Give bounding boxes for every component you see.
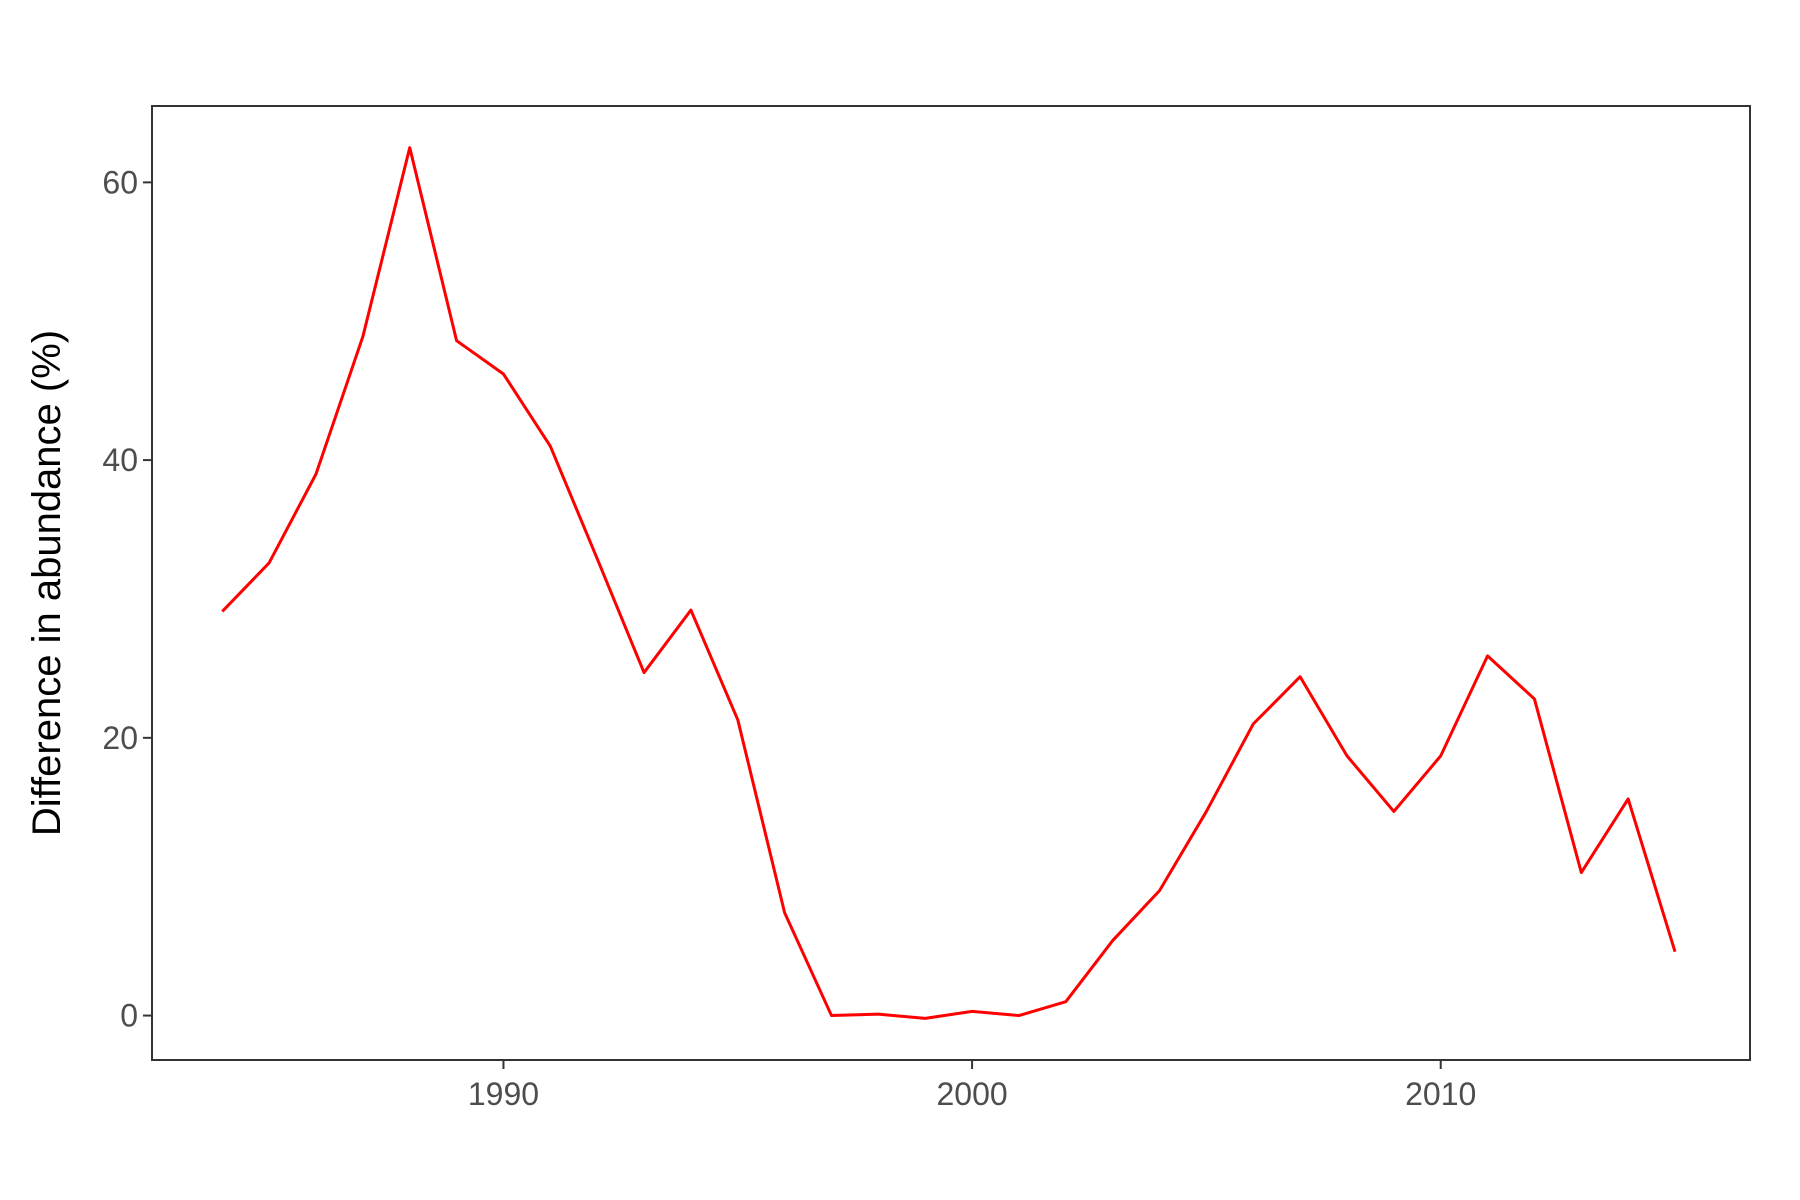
data-point (1579, 871, 1583, 875)
data-point (642, 671, 646, 675)
data-point (1251, 722, 1255, 726)
y-axis-title: Difference in abundance (%) (25, 330, 69, 836)
plot-panel-border (151, 105, 1751, 1061)
y-tick-label: 40 (102, 442, 138, 478)
data-point (1298, 675, 1302, 679)
data-point (1017, 1014, 1021, 1018)
data-point (1626, 797, 1630, 801)
x-tick-label: 1990 (468, 1076, 539, 1112)
data-point (361, 335, 365, 339)
data-point (923, 1016, 927, 1020)
data-point (1532, 697, 1536, 701)
data-point (1345, 754, 1349, 758)
data-point (1673, 950, 1677, 954)
data-point (548, 444, 552, 448)
axis-layer: 0 20 40 60 1990 2000 2010 (102, 164, 1476, 1112)
y-tick-label: 60 (102, 164, 138, 200)
data-point (783, 911, 787, 915)
data-point (1204, 809, 1208, 813)
data-point (314, 472, 318, 476)
data-point (1439, 754, 1443, 758)
data-point (1486, 654, 1490, 658)
data-point (267, 561, 271, 565)
data-point (501, 372, 505, 376)
data-point (595, 557, 599, 561)
data-point (830, 1014, 834, 1018)
y-tick-label: 0 (120, 998, 138, 1034)
data-point (455, 339, 459, 343)
data-point (1392, 809, 1396, 813)
x-tick-label: 2000 (936, 1076, 1007, 1112)
data-point (876, 1012, 880, 1016)
data-point (408, 146, 412, 150)
data-layer (220, 146, 1677, 1020)
data-point (1158, 889, 1162, 893)
data-point (1064, 1000, 1068, 1004)
data-point (1111, 939, 1115, 943)
data-point (689, 608, 693, 612)
data-point (220, 609, 224, 613)
data-point (736, 718, 740, 722)
y-tick-label: 20 (102, 720, 138, 756)
series-line (221, 146, 1677, 1020)
data-point (970, 1009, 974, 1013)
x-tick-label: 2010 (1405, 1076, 1476, 1112)
